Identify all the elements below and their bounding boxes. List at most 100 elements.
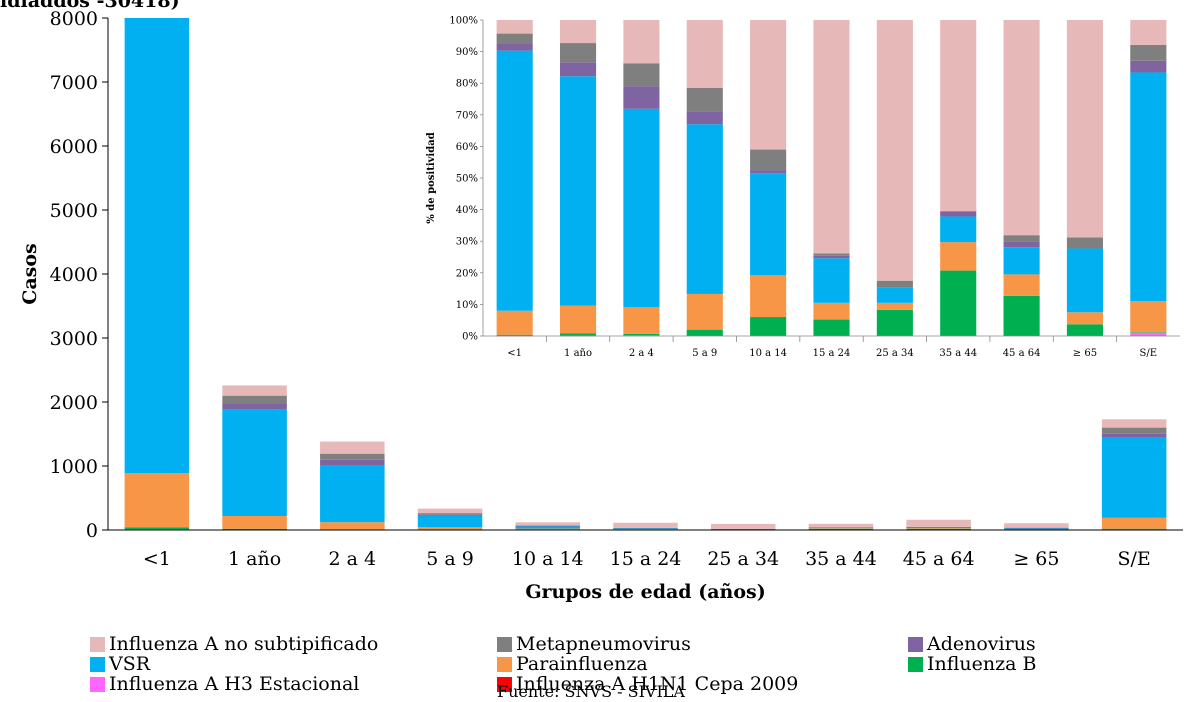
bar-segment [320, 453, 385, 460]
bar-segment [417, 514, 483, 516]
inset-bar-segment [813, 319, 850, 336]
inset-bar-segment [940, 216, 977, 243]
inset-y-axis-label: % de positividad [426, 132, 437, 223]
inset-chart-layer: 0% 10% 20% 30% 40% 50% 60% 70% 80% 90% 100% <1 1 año… [420, 8, 1192, 368]
inset-bar-segment [813, 255, 850, 259]
bar-segment [710, 528, 776, 530]
inset-bar-segment [750, 170, 787, 174]
inset-bar-segment [1003, 241, 1040, 248]
inset-y-tick-label: 90% [456, 47, 478, 58]
inset-bar-segment [813, 258, 850, 303]
legend-item: Influenza B [908, 655, 1036, 674]
inset-bar-segment [813, 20, 850, 254]
inset-bar-segment [1130, 20, 1167, 45]
inset-bar-segment [623, 108, 660, 308]
y-tick-label: 2000 [50, 392, 98, 414]
y-tick-label: 1000 [50, 456, 98, 478]
legend-label: Influenza A H3 Estacional [109, 673, 360, 695]
bar-segment [808, 523, 874, 528]
y-tick-label: 0 [86, 520, 98, 542]
inset-bar-segment [496, 50, 533, 311]
source-note: Fuente: SNVS - SIVILA [497, 682, 685, 701]
bar-segment [906, 528, 971, 530]
legend-swatch [90, 657, 105, 672]
bar-segment [1004, 527, 1069, 529]
inset-y-tick-label: 50% [456, 174, 478, 185]
inset-x-tick-label: 35 a 44 [939, 348, 977, 359]
inset-x-tick-label: 5 a 9 [692, 348, 717, 359]
x-tick-label: 45 a 64 [903, 548, 975, 570]
bar-segment [222, 403, 287, 410]
legend-label: Influenza B [927, 653, 1037, 675]
bar-segment [417, 508, 483, 514]
inset-bar-segment [559, 305, 597, 334]
inset-bar-segment [496, 20, 533, 34]
x-tick-label: 5 a 9 [426, 548, 474, 570]
inset-y-tick-label: 40% [456, 205, 478, 216]
bar-segment [222, 409, 287, 516]
inset-bar-segment [750, 20, 787, 150]
inset-bar-segment [1130, 332, 1167, 333]
bar-segment [613, 522, 678, 528]
inset-bar-segment [623, 63, 660, 87]
inset-bar-segment [1130, 332, 1167, 336]
bar-segment [515, 528, 581, 530]
inset-bar-segment [1130, 301, 1167, 333]
inset-bar-segment [1130, 44, 1167, 61]
inset-x-tick-label: 2 a 4 [629, 348, 654, 359]
bar-segment [320, 522, 385, 530]
bar-segment [417, 526, 483, 530]
inset-bar-segment [1066, 324, 1104, 336]
x-tick-label: 2 a 4 [329, 548, 377, 570]
inset-bar-segment [940, 211, 977, 217]
bar-segment [320, 465, 385, 523]
bar-segment [1101, 427, 1167, 434]
bar-segment [222, 395, 287, 404]
inset-y-tick-label: 20% [456, 268, 478, 279]
inset-x-tick-label: ≥ 65 [1073, 348, 1097, 359]
inset-bar-segment [1130, 72, 1167, 302]
legend-swatch [908, 637, 923, 652]
bar-segment [515, 522, 581, 526]
inset-bar-segment [940, 270, 977, 336]
inset-x-tick-label: 25 a 34 [876, 348, 914, 359]
x-tick-label: 35 a 44 [805, 548, 877, 570]
bar-segment [613, 529, 678, 530]
x-tick-label: 25 a 34 [707, 548, 779, 570]
inset-bar-segment [686, 20, 723, 88]
inset-bar-segment [686, 87, 723, 112]
legend-swatch [497, 637, 512, 652]
inset-bar-segment [876, 280, 913, 288]
legend-swatch [497, 657, 512, 672]
bar-segment [1101, 517, 1167, 529]
y-tick-label: 4000 [50, 264, 98, 286]
inset-bar-segment [496, 334, 533, 336]
bar-segment [222, 515, 287, 529]
inset-bar-segment [750, 275, 787, 318]
legend-label: Adenovirus [927, 633, 1036, 655]
inset-bar-segment [623, 307, 660, 334]
bar-segment [124, 473, 190, 528]
x-axis-label: Grupos de edad (años) [525, 581, 765, 603]
legend-label: Metapneumovirus [516, 633, 691, 655]
bar-segment [1101, 419, 1167, 428]
inset-y-tick-label: 10% [456, 300, 478, 311]
legend-label: Parainfluenza [516, 653, 648, 675]
bar-segment [1101, 528, 1167, 530]
x-tick-label: 1 año [228, 548, 281, 570]
legend-item: Metapneumovirus [497, 635, 691, 654]
inset-y-tick-label: 80% [456, 79, 478, 90]
bar-segment [124, 18, 190, 474]
bar-segment [222, 385, 287, 396]
inset-bar-segment [496, 310, 533, 335]
bar-segment [1004, 523, 1069, 528]
x-tick-label: <1 [143, 548, 171, 570]
inset-bar-segment [496, 33, 533, 45]
inset-bar-segment [750, 149, 787, 171]
inset-bar-segment [750, 173, 787, 276]
bar-segment [906, 527, 971, 529]
inset-bar-segment [1003, 295, 1040, 336]
inset-bar-segment [876, 309, 913, 336]
inset-bar-segment [750, 317, 787, 336]
y-tick-label: 3000 [50, 328, 98, 350]
